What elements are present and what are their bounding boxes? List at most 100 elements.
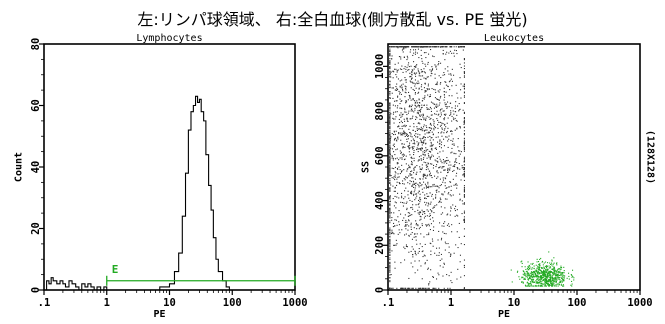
data-point [453,113,455,115]
data-point [542,272,544,274]
data-point [414,189,416,191]
data-point [444,96,446,98]
data-point [412,129,414,131]
data-point [432,55,434,57]
data-point [424,46,426,48]
data-point [389,178,391,180]
data-point [450,112,452,114]
data-point [417,70,419,72]
data-point [389,242,391,244]
data-point [399,93,401,95]
data-point [463,265,465,267]
data-point [428,284,430,286]
data-point [410,181,412,183]
data-point [571,276,573,278]
data-point [563,277,565,279]
data-point [426,166,428,168]
data-point [435,190,437,192]
data-point [389,50,391,52]
data-point [412,143,414,145]
data-point [440,201,442,203]
data-point [552,265,554,267]
data-point [420,119,422,121]
data-point [430,201,432,203]
data-point [556,271,558,273]
data-point [527,266,529,268]
data-point [563,285,565,287]
data-point [398,159,400,161]
data-point [419,171,421,173]
data-point [557,283,559,285]
data-point [423,124,425,126]
data-point [463,84,465,86]
data-point [425,198,427,200]
data-point [419,212,421,214]
data-point [459,153,461,155]
data-point [541,275,543,277]
data-point [457,97,459,99]
data-point [437,136,439,138]
data-point [426,46,428,48]
data-point [431,195,433,197]
data-point [407,182,409,184]
data-point [402,133,404,135]
data-point [454,161,456,163]
data-point [437,152,439,154]
data-point [538,284,540,286]
data-point [399,92,401,94]
data-point [529,282,531,284]
data-point [444,182,446,184]
data-point [571,285,573,287]
data-point [440,198,442,200]
chart-1: Leukocytes.1 1 10 100 100002004006008001000P… [361,33,656,320]
data-point [407,135,409,137]
data-point [428,163,430,165]
data-point [409,75,411,77]
data-point [545,265,547,267]
data-point [542,264,544,266]
data-point [401,100,403,102]
data-point [455,46,457,48]
data-point [426,88,428,90]
data-point [562,280,564,282]
data-point [453,153,455,155]
data-point [405,81,407,83]
data-point [389,120,391,122]
data-point [455,158,457,160]
data-point [455,101,457,103]
data-point [399,85,401,87]
data-point [463,220,465,222]
data-point [424,152,426,154]
data-point [389,198,391,200]
data-point [549,281,551,283]
data-point [563,279,565,281]
data-point [544,278,546,280]
data-point [428,215,430,217]
data-point [540,284,542,286]
data-point [408,62,410,64]
data-point [450,74,452,76]
gate-label: E [112,263,119,276]
data-point [418,203,420,205]
data-point [539,272,541,274]
data-point [417,110,419,112]
data-point [401,192,403,194]
data-point [534,285,536,287]
data-point [401,84,403,86]
data-point [425,224,427,226]
data-point [535,276,537,278]
data-point [417,104,419,106]
data-point [408,106,410,108]
data-point [393,130,395,132]
data-point [402,125,404,127]
data-point [417,92,419,94]
data-point [413,236,415,238]
data-point [434,252,436,254]
data-point [553,257,555,259]
data-point [405,219,407,221]
data-point [540,274,542,276]
data-point [443,129,445,131]
data-point [547,274,549,276]
data-point [421,141,423,143]
data-point [392,287,394,289]
